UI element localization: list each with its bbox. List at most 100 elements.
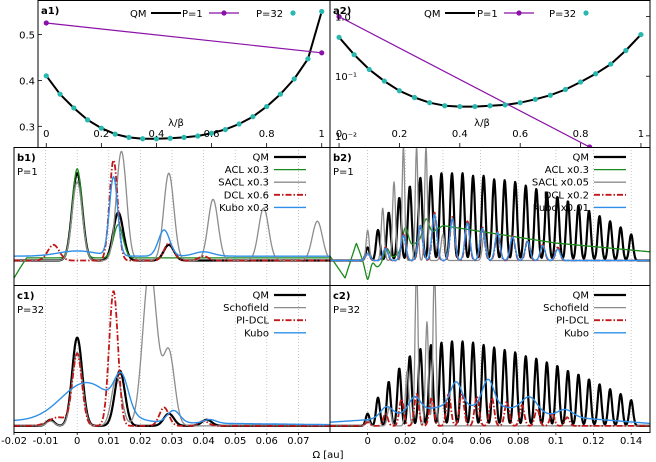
y-tick-label: 10⁻¹ [335,72,357,83]
y-tick-label: 10⁻² [335,132,357,143]
x-tick-label: 1 [319,129,325,140]
series-b1-4 [14,176,330,257]
series-line [14,371,330,426]
data-point-P32 [57,91,63,97]
series-a2-1 [336,14,593,147]
panel-label: a1) [41,6,59,17]
legend-label: P=32 [256,9,283,20]
x-tick-label: 0 [74,436,80,447]
series-c1-2 [14,290,330,427]
legend-label: QM [573,153,590,164]
x-tick-label: -0.01 [33,436,59,447]
series-c2-0 [330,340,650,427]
x-tick-label: 1 [638,129,644,140]
x-tick-label: 0.2 [391,129,407,140]
x-tick-label: 0 [364,436,370,447]
data-point-P32 [98,125,104,131]
y-tick-label: 1.0 [335,13,351,24]
data-point-P32 [472,103,478,110]
legend-marker [583,10,589,16]
x-tick-label: 0.02 [394,436,416,447]
data-point-P32 [236,121,242,127]
data-point-P1 [319,50,325,56]
data-point-P32 [126,134,132,140]
panel-sublabel: P=1 [17,167,38,178]
data-point-P32 [427,100,433,106]
data-point-P32 [608,61,614,67]
data-point-P32 [517,100,523,106]
x-tick-label: 0.12 [582,436,604,447]
data-point-P32 [277,91,284,97]
data-point-P1 [336,14,342,20]
legend-label: QM [130,9,147,20]
data-point-P32 [43,73,49,79]
series-b2-1 [330,218,650,281]
series-c2-2 [330,391,650,427]
x-tick-label: 0.14 [620,436,642,447]
data-point-P32 [638,31,644,38]
x-tick-label: 0 [43,129,49,140]
x-tick-label: 0.1 [548,436,564,447]
data-point-P32 [547,92,553,98]
data-point-P32 [336,34,342,40]
data-point-P32 [502,102,508,108]
data-point-P32 [457,103,463,110]
x-tick-label: 0.04 [192,436,214,447]
x-tick-label: 0.07 [287,436,309,447]
data-point-P32 [112,131,118,137]
x-tick-label: 0.4 [148,129,164,140]
series-line [14,150,330,262]
series-a2-2 [336,31,644,110]
panel-c2 [329,285,651,435]
x-tick-label: 0.6 [204,129,220,140]
data-point-P32 [487,103,493,109]
data-point-P1 [587,144,593,147]
series-line [330,378,650,425]
legend-marker [221,10,227,16]
legend-label: QM [253,153,270,164]
legend-label: PI-DCL [556,316,589,327]
panel-sublabel: P=1 [333,167,354,178]
x-tick-label: 0 [336,129,342,140]
series-line [330,218,650,281]
series-line [330,340,650,427]
series-c1-3 [14,371,330,426]
panel-label: a2) [333,6,351,17]
data-point-P32 [71,105,77,111]
data-point-P32 [532,96,538,102]
data-point-P32 [411,94,418,101]
data-point-P32 [319,8,325,15]
x-axis-label: Ω [au] [312,450,343,461]
panel-frame [329,0,651,148]
data-point-P32 [562,86,569,93]
legend-label: DCL x0.2 [544,190,589,201]
legend-label: ACL x0.3 [545,165,589,176]
data-point-P32 [351,52,357,58]
legend-label: QM [573,291,590,302]
series-line [14,176,330,257]
legend-marker [516,10,522,16]
panel-a1 [37,0,331,148]
panel-label: c1) [17,291,34,302]
x-tick-label: 0.4 [452,129,468,140]
data-point-P32 [84,117,91,123]
data-point-P32 [442,103,448,109]
x-axis-label: λ/β [474,118,490,129]
data-point-P32 [305,56,311,62]
series-c1-1 [14,285,330,427]
x-tick-label: 0.03 [161,436,183,447]
data-point-P32 [396,88,403,94]
data-point-P32 [195,133,201,139]
data-point-P32 [264,103,270,110]
panel-label: b2) [333,153,352,164]
data-point-P32 [623,47,629,54]
legend-label: QM [253,291,270,302]
x-tick-label: 0.06 [469,436,491,447]
series-line [14,285,330,427]
legend-label: Kubo x0.01 [533,203,589,214]
series-c2-3 [330,378,650,425]
legend-label: Kubo [244,328,269,339]
series-a1-2 [43,8,325,142]
data-point-P1 [43,20,49,26]
